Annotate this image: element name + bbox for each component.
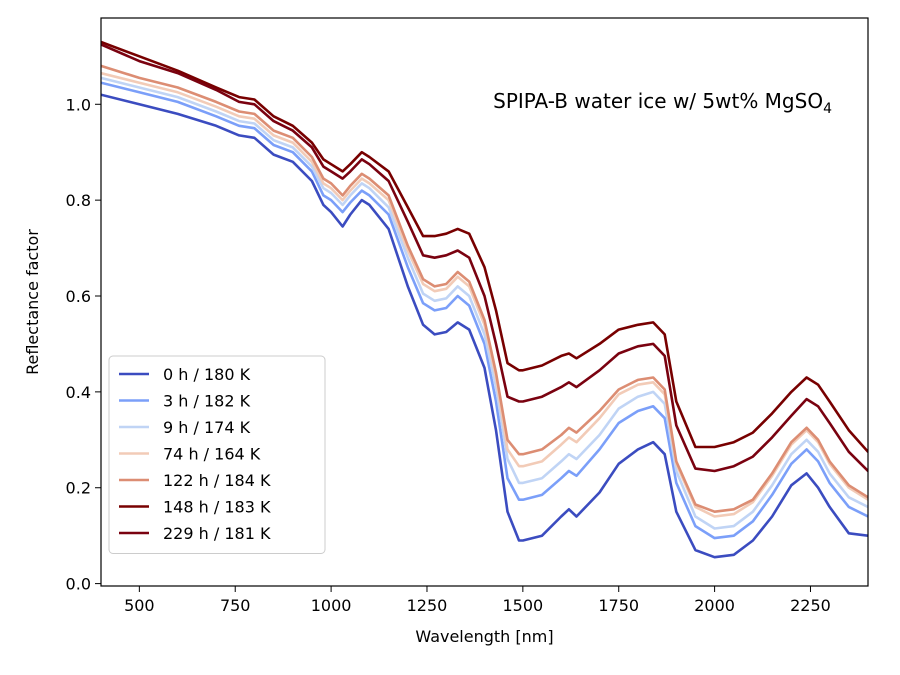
y-tick-label: 0.2 (66, 479, 91, 498)
legend-label: 3 h / 182 K (163, 392, 251, 411)
x-tick-label: 500 (124, 596, 155, 615)
series-line-5 (101, 64, 868, 513)
series-line-7 (101, 43, 868, 473)
series-line-1 (101, 93, 868, 559)
plot-frame (100, 17, 869, 587)
legend-label: 229 h / 181 K (163, 524, 271, 543)
x-axis-label: Wavelength [nm] (415, 627, 553, 646)
y-tick-label: 0.6 (66, 287, 91, 306)
y-tick-label: 0.0 (66, 575, 91, 594)
chart-title-text: SPIPA-B water ice w/ 5wt% MgSO (493, 89, 823, 113)
y-tick-label: 0.4 (66, 383, 91, 402)
x-tick-label: 2250 (790, 596, 831, 615)
x-tick-label: 1500 (502, 596, 543, 615)
x-tick-label: 1000 (311, 596, 352, 615)
x-axis: 500 750 1000 1250 1500 1750 2000 2250 (124, 586, 831, 615)
series-line-3 (101, 76, 868, 530)
legend: 0 h / 180 K 3 h / 182 K 9 h / 174 K 74 h / … (108, 355, 326, 554)
legend-label: 0 h / 180 K (163, 365, 251, 384)
y-tick-label: 1.0 (66, 95, 91, 114)
x-tick-label: 1750 (598, 596, 639, 615)
legend-box (108, 355, 326, 554)
series-layer (101, 40, 868, 559)
chart-title-subscript: 4 (823, 101, 832, 117)
x-tick-label: 1250 (407, 596, 448, 615)
series-line-2 (101, 81, 868, 540)
legend-label: 148 h / 183 K (163, 498, 271, 517)
y-axis-label: Reflectance factor (23, 229, 42, 375)
legend-label: 9 h / 174 K (163, 418, 251, 437)
chart-title: SPIPA-B water ice w/ 5wt% MgSO4 (493, 89, 832, 117)
y-tick-label: 0.8 (66, 191, 91, 210)
legend-label: 74 h / 164 K (163, 445, 261, 464)
y-axis: 0.0 0.2 0.4 0.6 0.8 1.0 (66, 95, 101, 594)
series-line-6 (101, 40, 868, 454)
x-tick-label: 2000 (694, 596, 735, 615)
x-tick-label: 750 (220, 596, 251, 615)
legend-label: 122 h / 184 K (163, 471, 271, 490)
